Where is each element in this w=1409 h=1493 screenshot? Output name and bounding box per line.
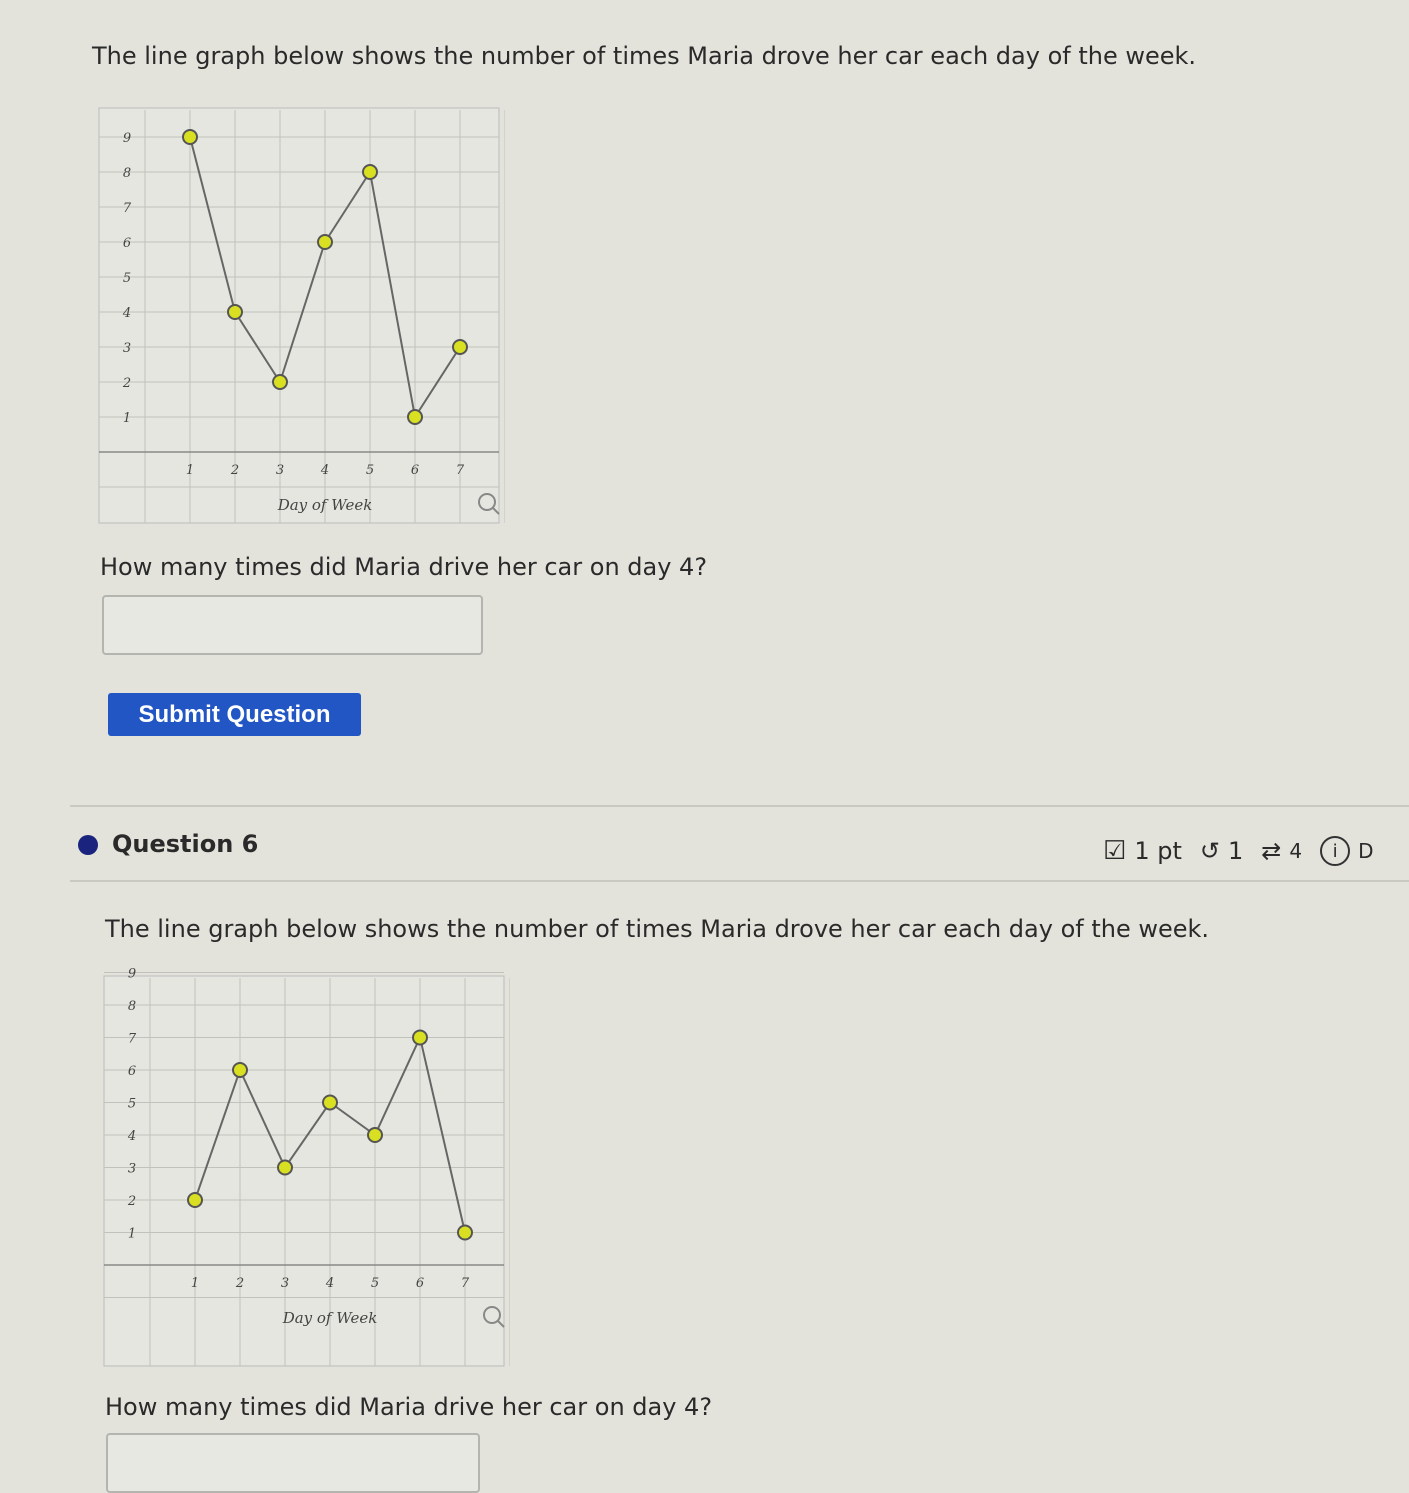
y-tick-label: 2 [127, 1194, 136, 1209]
data-point [452, 339, 468, 355]
retry-icon: ↺ [1199, 837, 1220, 865]
plot-area [98, 107, 500, 524]
submit-question-button[interactable]: Submit Question [108, 693, 361, 736]
info-icon[interactable]: i [1320, 836, 1351, 866]
data-point [187, 1192, 203, 1208]
y-tick-label: 3 [123, 341, 131, 356]
question5-question: How many times did Maria drive her car o… [100, 553, 708, 581]
y-tick-label: 5 [123, 271, 131, 286]
x-tick-label: 1 [191, 1276, 199, 1291]
divider [70, 805, 1409, 807]
attempts-count: 4 [1289, 839, 1303, 863]
data-point [272, 374, 288, 390]
checkbox-icon: ☑ [1103, 836, 1127, 866]
zoom-icon-lens [478, 493, 496, 511]
data-point [182, 129, 198, 145]
y-tick-label: 7 [128, 1032, 137, 1047]
question6-prompt: The line graph below shows the number of… [105, 915, 1210, 943]
x-axis-label: Day of Week [282, 1309, 378, 1327]
data-point [407, 409, 423, 425]
x-tick-label: 5 [371, 1276, 379, 1291]
data-point [457, 1224, 473, 1241]
y-tick-label: 6 [128, 1064, 136, 1079]
question5-answer-input[interactable] [102, 595, 483, 655]
y-tick-label: 8 [128, 999, 136, 1014]
retries-count: 1 [1227, 837, 1244, 865]
data-point [412, 1029, 428, 1046]
data-point [277, 1159, 293, 1176]
y-tick-label: 9 [123, 131, 131, 146]
zoom-icon [478, 493, 500, 515]
x-tick-label: 4 [325, 1276, 334, 1291]
x-tick-label: 3 [276, 463, 284, 478]
y-tick-label: 3 [128, 1162, 136, 1177]
question6-answer-input[interactable] [106, 1433, 480, 1493]
y-tick-label: 4 [127, 1129, 136, 1144]
y-tick-label: 2 [122, 376, 131, 391]
x-tick-label: 5 [366, 463, 374, 478]
line-chart-question6: 1 2 3 4 5 6 7 8 9 1 2 3 4 5 6 7 Day of Week [103, 968, 510, 1367]
x-axis-label: Day of Week [277, 496, 373, 514]
x-tick-label: 7 [461, 1276, 470, 1291]
x-tick-label: 6 [411, 463, 419, 478]
data-point [227, 304, 243, 320]
question5-prompt: The line graph below shows the number of… [92, 42, 1197, 70]
x-tick-label: 2 [230, 463, 239, 478]
data-point [317, 234, 333, 250]
zoom-icon-lens [483, 1306, 501, 1324]
y-tick-label: 1 [128, 1227, 136, 1242]
points-label: 1 pt [1134, 837, 1182, 865]
zoom-icon-handle [497, 1320, 505, 1328]
attempts-icon: ⇄ [1261, 837, 1282, 865]
data-point [362, 164, 378, 180]
zoom-icon [483, 1306, 505, 1328]
question6-question: How many times did Maria drive her car o… [105, 1393, 713, 1421]
x-tick-label: 3 [281, 1276, 289, 1291]
y-tick-label: 8 [123, 166, 131, 181]
details-label[interactable]: D [1358, 839, 1374, 863]
y-tick-label: 5 [128, 1097, 136, 1112]
question-status-bullet-icon [78, 835, 98, 855]
y-tick-label: 6 [123, 236, 131, 251]
y-tick-label: 7 [123, 201, 132, 216]
data-point [232, 1062, 248, 1078]
x-tick-label: 1 [186, 463, 194, 478]
y-tick-label: 1 [123, 411, 131, 426]
plot-area [103, 975, 505, 1367]
line-chart-question5: 1 2 3 4 5 6 7 8 9 1 2 3 4 5 6 7 Day of Week [98, 107, 505, 524]
question6-meta: ☑ 1 pt ↺ 1 ⇄ 4 i D [1103, 836, 1374, 866]
x-tick-label: 4 [320, 463, 329, 478]
question6-title: Question 6 [112, 830, 259, 858]
x-tick-label: 6 [416, 1276, 424, 1291]
y-tick-label: 9 [128, 968, 136, 982]
zoom-icon-handle [492, 507, 500, 515]
x-tick-label: 7 [456, 463, 465, 478]
data-point [367, 1127, 383, 1143]
y-tick-label: 4 [122, 306, 131, 321]
data-point [322, 1094, 338, 1111]
x-tick-label: 2 [235, 1276, 244, 1291]
divider [70, 880, 1409, 882]
